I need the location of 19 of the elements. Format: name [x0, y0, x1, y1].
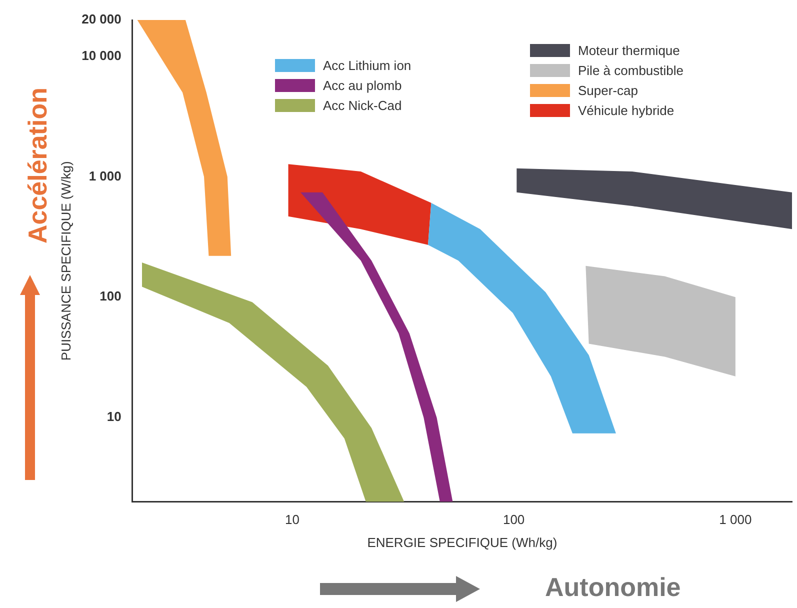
y-axis-title: PUISSANCE SPECIFIQUE (W/kg): [58, 161, 74, 361]
legend-label: Moteur thermique: [578, 42, 680, 58]
legend-label: Acc au plomb: [323, 78, 402, 92]
x-tick-label: 1 000: [719, 512, 752, 528]
legend-label: Pile à combustible: [578, 62, 684, 78]
x-tick-label: 10: [284, 512, 300, 528]
x-tick-label: 100: [502, 512, 525, 528]
y-tick-label: 10 000: [82, 48, 122, 63]
legend-label: Acc Lithium ion: [323, 58, 412, 72]
text: Autonomie: [545, 572, 681, 603]
y-tick-label: 10: [106, 409, 122, 424]
legend-label: Véhicule hybride: [578, 102, 674, 118]
legend-label: Acc Nick-Cad: [323, 98, 402, 112]
legend-label: Super-cap: [578, 82, 638, 98]
y-tick-label: 100: [100, 288, 122, 304]
x-axis-title: ENERGIE SPECIFIQUE (Wh/kg): [367, 534, 558, 550]
y-tick-label: 1 000: [88, 168, 122, 184]
y-tick-label: 20 000: [82, 12, 122, 27]
text: Accélération: [22, 87, 54, 244]
